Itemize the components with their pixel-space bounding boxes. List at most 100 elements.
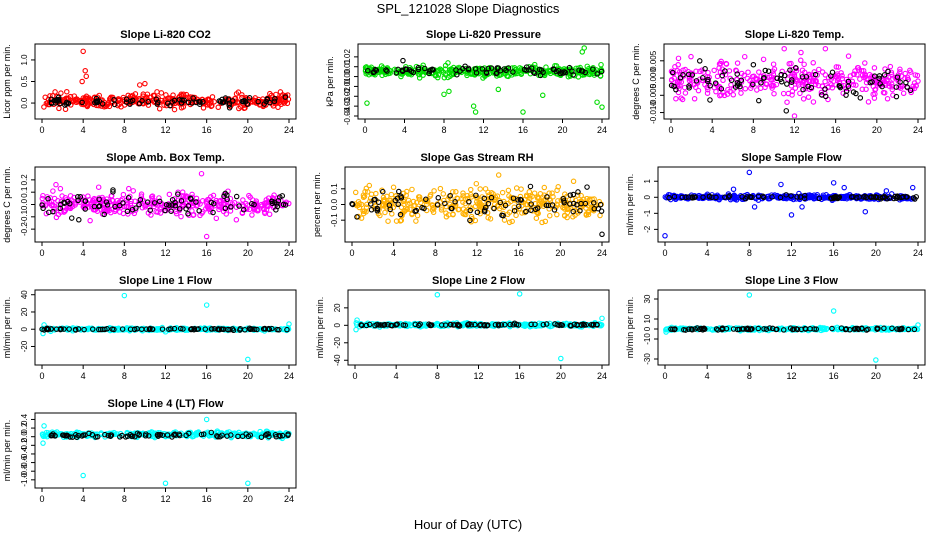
data-point xyxy=(719,72,726,79)
x-tick-label: 20 xyxy=(871,248,881,258)
data-point xyxy=(139,98,145,104)
data-point xyxy=(829,325,835,332)
data-point xyxy=(678,95,684,101)
data-point xyxy=(377,212,383,219)
data-point xyxy=(862,60,868,66)
data-point xyxy=(398,73,404,80)
data-point xyxy=(693,68,699,75)
data-point xyxy=(240,206,247,213)
data-point xyxy=(185,99,192,106)
data-point xyxy=(881,194,888,201)
plot-frame xyxy=(357,43,610,120)
data-point xyxy=(734,60,741,66)
data-point xyxy=(120,191,127,198)
data-point xyxy=(712,80,719,86)
x-tick-label: 24 xyxy=(284,125,294,135)
data-point xyxy=(205,196,211,203)
data-point xyxy=(147,207,153,213)
data-point xyxy=(811,69,818,75)
data-point xyxy=(374,205,380,212)
data-point xyxy=(440,191,447,197)
data-point xyxy=(774,75,780,82)
data-point xyxy=(536,66,543,73)
data-point xyxy=(284,100,291,107)
data-point xyxy=(673,86,679,93)
data-point xyxy=(571,321,577,328)
data-point xyxy=(401,201,407,208)
data-point xyxy=(717,60,724,67)
x-tick-label: 20 xyxy=(243,494,253,504)
data-point xyxy=(57,326,64,333)
points-layer xyxy=(39,170,292,240)
data-point xyxy=(468,194,475,200)
data-point xyxy=(163,201,170,208)
data-point xyxy=(499,189,506,196)
outlier-point xyxy=(746,292,753,298)
data-point xyxy=(510,195,517,201)
x-tick-label: 0 xyxy=(39,125,44,135)
data-point xyxy=(718,58,724,65)
data-point xyxy=(852,68,858,74)
data-point xyxy=(479,66,486,72)
data-point xyxy=(199,198,206,204)
data-point xyxy=(233,430,240,437)
data-point xyxy=(427,192,434,198)
data-point xyxy=(202,97,209,104)
data-point xyxy=(688,70,695,77)
outlier-point xyxy=(354,317,360,323)
outlier-point xyxy=(788,212,795,218)
data-point xyxy=(197,101,203,107)
series-sample xyxy=(48,94,289,111)
data-point xyxy=(833,64,840,70)
data-point xyxy=(233,193,240,200)
x-tick-label: 12 xyxy=(789,125,799,135)
data-point xyxy=(765,68,772,74)
x-tick-label: 4 xyxy=(705,248,710,258)
y-axis-label: degrees C per min. xyxy=(2,166,12,243)
data-point xyxy=(683,194,689,201)
data-point xyxy=(356,204,363,211)
data-point xyxy=(456,322,462,328)
y-tick-label: 0.000 xyxy=(649,67,658,88)
data-point xyxy=(119,326,126,332)
data-point xyxy=(284,326,290,333)
data-point xyxy=(907,67,913,74)
data-point xyxy=(580,321,586,327)
data-point xyxy=(598,68,605,75)
series-sample xyxy=(349,183,605,238)
y-tick-label: 0.00 xyxy=(343,68,352,84)
data-point xyxy=(686,85,692,91)
data-point xyxy=(178,198,185,204)
data-point xyxy=(761,326,767,332)
data-point xyxy=(156,198,163,205)
y-tick-label: -0.02 xyxy=(343,87,352,106)
y-tick-label: -0.005 xyxy=(649,83,658,106)
data-point xyxy=(58,90,64,96)
data-point xyxy=(839,75,846,82)
data-point xyxy=(89,204,95,210)
data-point xyxy=(523,208,529,215)
data-point xyxy=(581,322,588,328)
data-point xyxy=(166,191,173,198)
data-point xyxy=(61,199,67,206)
data-point xyxy=(240,197,246,203)
data-point xyxy=(502,202,509,209)
y-axis-label: Licor ppm per min. xyxy=(2,44,12,119)
data-point xyxy=(763,81,769,87)
outlier-point xyxy=(446,88,452,95)
data-point xyxy=(513,185,520,191)
data-point xyxy=(156,195,162,201)
data-point xyxy=(834,71,841,77)
outlier-point xyxy=(203,416,210,423)
data-point xyxy=(200,431,207,437)
x-tick-label: 8 xyxy=(122,125,127,135)
data-point xyxy=(205,203,211,210)
y-tick-label: -1 xyxy=(643,209,652,217)
data-point xyxy=(682,66,688,73)
data-point xyxy=(491,205,497,212)
data-point xyxy=(550,193,556,200)
data-point xyxy=(816,66,822,73)
outlier-point xyxy=(40,440,46,446)
data-point xyxy=(40,192,46,199)
data-point xyxy=(685,71,692,78)
